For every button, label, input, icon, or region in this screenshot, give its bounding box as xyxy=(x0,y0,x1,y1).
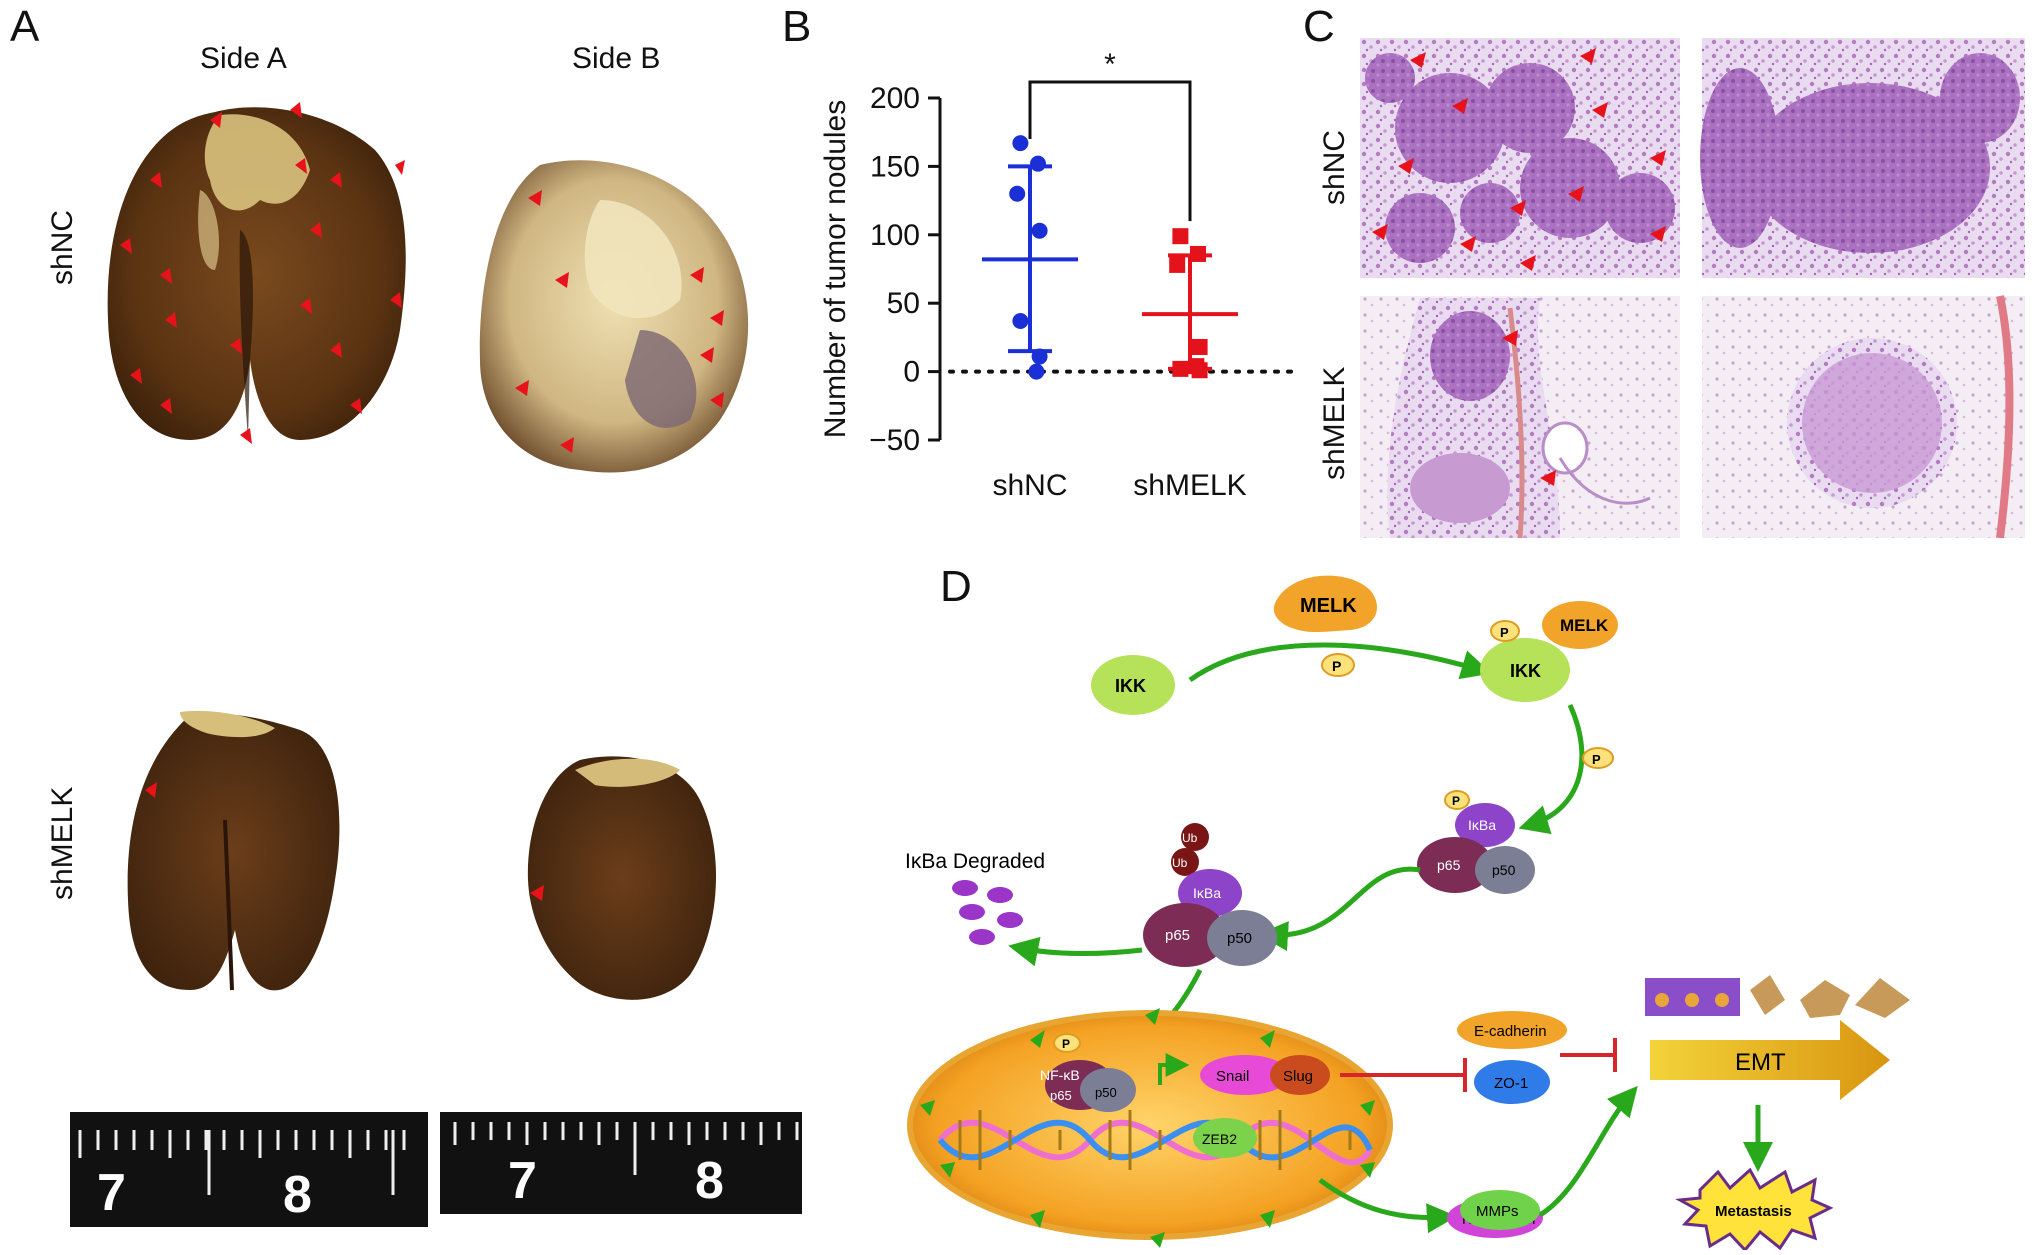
metastasis-label: Metastasis xyxy=(1715,1203,1792,1220)
ikk-left-label: IKK xyxy=(1115,676,1146,696)
significance-bracket xyxy=(1028,80,1192,222)
ikk-left xyxy=(1091,655,1175,715)
data-point-shNC xyxy=(1012,312,1029,329)
histology-shnc-low xyxy=(1360,38,1680,278)
ub-2: Ub xyxy=(1172,856,1188,870)
data-point-shMELK xyxy=(1188,358,1205,375)
p65-left: p65 xyxy=(1165,927,1190,944)
p50-right: p50 xyxy=(1492,862,1516,878)
ruler-1 xyxy=(70,1112,428,1227)
x-category-label: shMELK xyxy=(1133,469,1246,502)
metastasis-burst xyxy=(1675,1167,1834,1250)
significance-star: * xyxy=(1104,48,1116,81)
data-point-shNC xyxy=(1030,155,1046,172)
y-tick-label: 50 xyxy=(887,287,920,320)
slug-label: Slug xyxy=(1283,1068,1313,1085)
mmps-label: MMPs xyxy=(1476,1203,1519,1220)
ikba-left-label: IκBa xyxy=(1193,885,1221,901)
ub-1: Ub xyxy=(1182,831,1198,845)
emt-arrow xyxy=(1650,1020,1890,1100)
ruler1-mark-7: 7 xyxy=(97,1164,126,1222)
panel-d-letter: D xyxy=(940,562,972,611)
y-tick-label: 150 xyxy=(870,150,920,183)
lung-shnc-side-a xyxy=(107,107,406,441)
ikba-right-label: IκBa xyxy=(1468,817,1496,833)
panel-a-letter: A xyxy=(10,2,40,51)
p50-left: p50 xyxy=(1227,930,1252,947)
ikk-right xyxy=(1480,638,1570,702)
data-point-shNC xyxy=(1028,363,1045,380)
side-b-label: Side B xyxy=(572,42,661,75)
ikba-degraded-label: IκBa Degraded xyxy=(905,850,1045,873)
y-tick-label: 0 xyxy=(903,356,920,389)
zo1-label: ZO-1 xyxy=(1494,1075,1528,1092)
ruler2-mark-7: 7 xyxy=(508,1152,537,1210)
melk2-label: MELK xyxy=(1560,616,1609,635)
p-badge-5: P xyxy=(1062,1037,1070,1051)
red-arrowheads-a xyxy=(120,102,724,901)
data-point-shNC xyxy=(1012,135,1029,152)
epithelial-cells xyxy=(1645,975,1910,1018)
y-tick-label: 100 xyxy=(870,219,920,252)
histology-shnc-high xyxy=(1700,38,2025,278)
panel-c-letter: C xyxy=(1303,2,1335,51)
p-badge-4: P xyxy=(1452,794,1460,808)
p-badge-3: P xyxy=(1592,752,1601,767)
emt-label: EMT xyxy=(1735,1049,1786,1076)
data-point-shMELK xyxy=(1191,338,1208,355)
lung-shmelk-side-a xyxy=(127,710,340,991)
data-point-shNC xyxy=(1009,185,1026,202)
p-badge-1: P xyxy=(1332,658,1341,674)
melk-blob xyxy=(1273,575,1378,633)
histology-shmelk-low xyxy=(1360,296,1680,538)
ruler1-mark-8: 8 xyxy=(283,1166,312,1224)
histology-shmelk-high xyxy=(1702,295,2025,538)
melk-pathway-diagram: MELK IKK P IKK MELK P P IκBa p65 p50 P U… xyxy=(905,575,1910,1250)
panel-b-letter: B xyxy=(782,2,812,51)
degraded-fragments xyxy=(952,880,1023,945)
ikba-right xyxy=(1455,803,1515,847)
p-badge-2: P xyxy=(1500,625,1509,640)
x-category-label: shNC xyxy=(992,469,1067,502)
ruler-2 xyxy=(440,1112,802,1214)
ruler2-mark-8: 8 xyxy=(695,1152,724,1210)
data-point-shMELK xyxy=(1169,256,1186,273)
ikk-right-label: IKK xyxy=(1510,661,1541,681)
p50-nucleus: p50 xyxy=(1095,1085,1117,1100)
p65-right: p65 xyxy=(1437,857,1461,873)
data-point-shNC xyxy=(1031,348,1048,365)
panel-c-shmelk-label: shMELK xyxy=(1318,366,1351,480)
data-point-shNC xyxy=(1031,222,1048,239)
ecadherin-label: E-cadherin xyxy=(1474,1023,1547,1040)
nfkb-label: NF-κB xyxy=(1040,1067,1080,1083)
y-axis-label: Number of tumor nodules xyxy=(819,100,852,439)
mmps-node: MMPs xyxy=(1460,1190,1540,1230)
melk-label: MELK xyxy=(1300,595,1357,617)
lung-photos: 7 8 7 8 xyxy=(70,102,802,1227)
p65-nucleus: p65 xyxy=(1050,1088,1072,1103)
histology-panel xyxy=(1360,38,2025,538)
data-point-shMELK xyxy=(1190,245,1206,262)
lung-shmelk-side-b xyxy=(527,756,717,1000)
lung-shnc-side-b xyxy=(479,160,749,473)
tumor-nodules-chart: −50 0 50 100 150 200 Number of tumor nodules sh… xyxy=(819,48,1302,502)
snail-label: Snail xyxy=(1216,1068,1249,1085)
side-a-label: Side A xyxy=(200,42,287,75)
data-point-shMELK xyxy=(1172,228,1189,245)
y-tick-label: −50 xyxy=(869,424,920,457)
panel-c-shnc-label: shNC xyxy=(1318,129,1351,205)
zeb2-label: ZEB2 xyxy=(1202,1131,1237,1147)
data-point-shMELK xyxy=(1172,360,1189,377)
y-tick-label: 200 xyxy=(870,82,920,115)
melk-small xyxy=(1542,601,1618,649)
